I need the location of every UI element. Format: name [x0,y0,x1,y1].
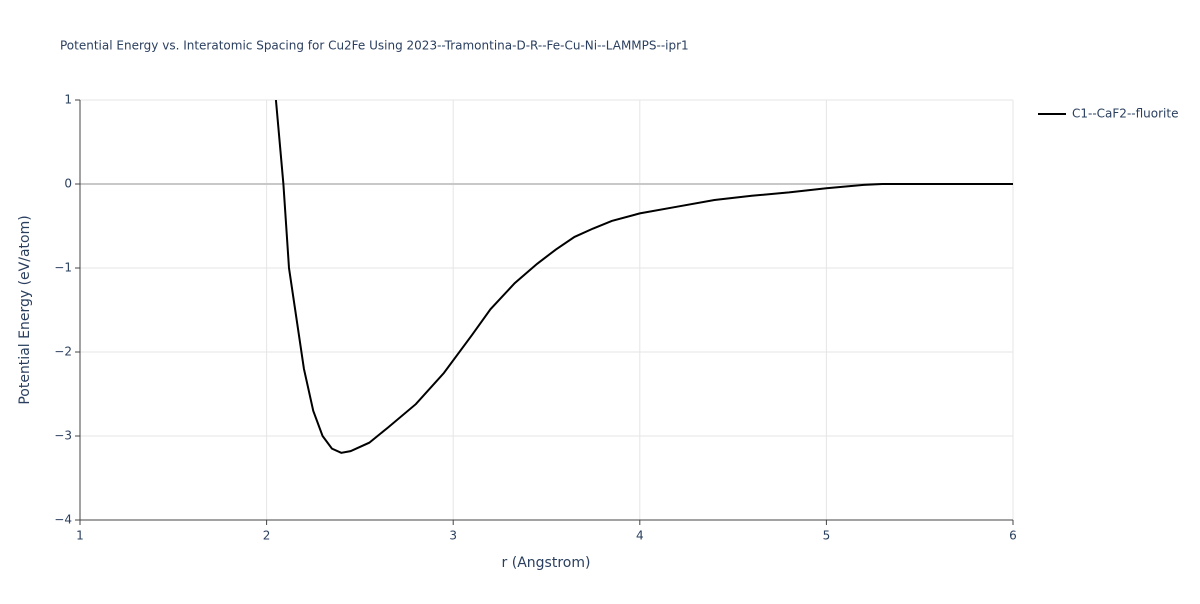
x-tick-label: 3 [449,529,457,543]
y-axis-title: Potential Energy (eV/atom) [17,215,33,404]
y-tick-label: 1 [64,93,72,107]
x-tick-label: 2 [263,529,271,543]
y-tick-label: 0 [64,177,72,191]
plot-area [274,100,1013,454]
x-tick-label: 6 [1009,529,1017,543]
data-line [274,100,1013,454]
chart-title: Potential Energy vs. Interatomic Spacing… [60,39,689,53]
y-tick-label: −2 [54,345,72,359]
x-axis-title: r (Angstrom) [502,555,591,571]
y-tick-label: −3 [54,429,72,443]
x-tick-label: 4 [636,529,644,543]
y-tick-label: −4 [54,513,72,527]
legend-label: C1--CaF2--fluorite [1072,107,1178,121]
y-tick-label: −1 [54,261,72,275]
x-tick-label: 5 [823,529,831,543]
x-tick-label: 1 [76,529,84,543]
